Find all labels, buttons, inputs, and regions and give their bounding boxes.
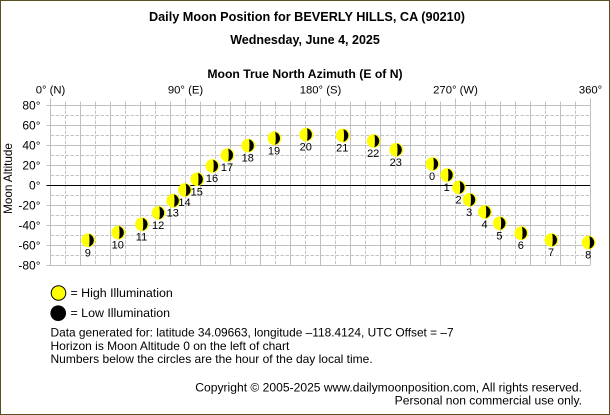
- svg-text:Data generated for: latitude 3: Data generated for: latitude 34.09663, l…: [51, 326, 455, 340]
- svg-text:10: 10: [112, 240, 124, 252]
- svg-text:8: 8: [585, 250, 591, 262]
- svg-text:5: 5: [496, 230, 502, 242]
- svg-text:12: 12: [152, 220, 164, 232]
- svg-text:19: 19: [268, 145, 280, 157]
- svg-text:Copyright © 2005-2025 www.dail: Copyright © 2005-2025 www.dailymoonposit…: [195, 381, 582, 395]
- svg-text:40°: 40°: [22, 138, 40, 152]
- svg-text:11: 11: [136, 231, 147, 243]
- svg-text:18: 18: [242, 153, 254, 165]
- svg-text:4: 4: [481, 219, 487, 231]
- svg-text:23: 23: [390, 157, 402, 169]
- svg-text:-20°: -20°: [18, 198, 40, 212]
- svg-text:= Low Illumination: = Low Illumination: [71, 306, 171, 320]
- svg-text:20°: 20°: [22, 158, 40, 172]
- svg-text:180° (S): 180° (S): [300, 84, 342, 96]
- svg-text:7: 7: [548, 247, 554, 259]
- svg-text:-60°: -60°: [18, 238, 40, 252]
- svg-text:60°: 60°: [22, 118, 40, 132]
- svg-text:-40°: -40°: [18, 218, 40, 232]
- svg-text:3: 3: [466, 207, 472, 219]
- svg-text:9: 9: [85, 247, 91, 259]
- svg-text:13: 13: [167, 208, 179, 220]
- svg-text:Moon Altitude: Moon Altitude: [2, 143, 15, 214]
- svg-text:6: 6: [518, 240, 524, 252]
- svg-text:15: 15: [191, 186, 203, 198]
- svg-text:1: 1: [444, 182, 450, 194]
- svg-text:0°: 0°: [29, 178, 41, 192]
- svg-text:270° (W): 270° (W): [433, 84, 478, 96]
- svg-text:17: 17: [221, 162, 233, 174]
- svg-text:Numbers below the circles are: Numbers below the circles are the hour o…: [51, 352, 373, 366]
- svg-text:0° (N): 0° (N): [36, 84, 66, 96]
- svg-text:20: 20: [300, 142, 312, 154]
- svg-text:21: 21: [336, 143, 348, 155]
- svg-text:Personal non commercial use on: Personal non commercial use only.: [395, 394, 582, 408]
- svg-text:360°: 360°: [579, 84, 602, 96]
- svg-text:14: 14: [178, 197, 190, 209]
- svg-text:-80°: -80°: [18, 258, 40, 272]
- svg-text:Horizon is Moon Altitude 0 on: Horizon is Moon Altitude 0 on the left o…: [51, 339, 290, 353]
- svg-text:90° (E): 90° (E): [168, 84, 204, 96]
- svg-text:0: 0: [429, 171, 435, 183]
- svg-text:16: 16: [206, 173, 218, 185]
- svg-text:2: 2: [455, 194, 461, 206]
- svg-text:80°: 80°: [22, 98, 40, 112]
- svg-text:= High Illumination: = High Illumination: [71, 286, 173, 300]
- svg-text:22: 22: [367, 148, 379, 160]
